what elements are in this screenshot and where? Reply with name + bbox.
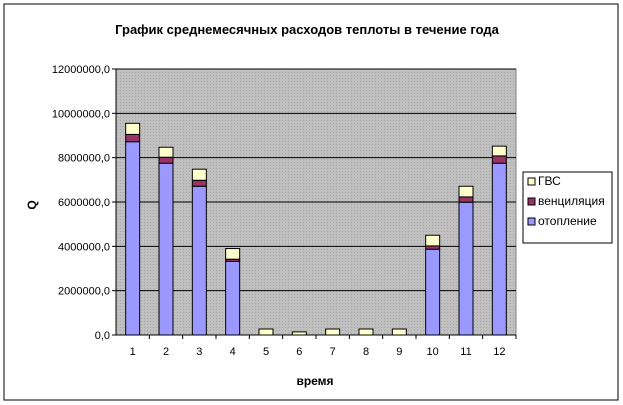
bar-segment-венциляция [125,133,141,143]
x-tick-label: 5 [263,346,269,358]
y-tick-label: 8000000,0 [58,153,110,165]
bar-segment-ГВС [258,328,274,336]
y-tick-label: 2000000,0 [58,286,110,298]
x-tick-label: 10 [427,346,439,358]
legend-swatch [527,217,536,226]
x-tick-label: 6 [296,346,302,358]
legend: ГВС венциляция отопление [522,171,613,244]
x-tick-label: 7 [330,346,336,358]
bar-segment-ГВС [391,328,407,336]
bar-segment-ГВС [225,248,241,260]
bar-segment-ГВС [325,328,341,336]
bar-segment-отопление [425,248,441,336]
chart-title: График среднемесячных расходов теплоты в… [115,22,499,37]
bar-segment-ГВС [158,146,174,158]
bar-segment-ГВС [491,145,507,157]
x-tick-label: 9 [396,346,402,358]
bar-segment-отопление [458,201,474,336]
y-tick-label: 12000000,0 [52,64,110,76]
y-tick-label: 0,0 [95,330,110,342]
x-tick-label: 12 [493,346,505,358]
bar-segment-отопление [125,141,141,336]
x-axis-label: время [296,374,333,388]
bar-segment-отопление [225,260,241,336]
legend-label: отопление [538,214,597,228]
bar-segment-ГВС [291,331,307,336]
legend-swatch [527,197,536,206]
x-tick-label: 8 [363,346,369,358]
legend-label: венциляция [538,194,605,208]
bar-segment-венциляция [458,196,474,203]
legend-label: ГВС [538,174,561,188]
legend-swatch [527,177,536,186]
x-tick-label: 1 [130,346,136,358]
bar-segment-венциляция [158,156,174,164]
bar-segment-ГВС [425,234,441,247]
y-tick-label: 6000000,0 [58,197,110,209]
y-axis-label: Q [25,200,39,209]
x-tick-label: 2 [163,346,169,358]
bar-segment-отопление [158,162,174,336]
y-tick-label: 4000000,0 [58,241,110,253]
bar-segment-ГВС [191,168,207,181]
bar-segment-венциляция [491,155,507,164]
bar-segment-ГВС [125,122,141,135]
x-tick-label: 3 [196,346,202,358]
legend-box [522,171,613,244]
bar-segment-отопление [491,162,507,336]
y-tick-label: 10000000,0 [52,108,110,120]
x-tick-label: 4 [230,346,236,358]
bar-segment-ГВС [458,185,474,198]
bar-segment-отопление [191,185,207,336]
bar-segment-венциляция [191,179,207,187]
bar-segment-ГВС [358,328,374,336]
x-tick-label: 11 [460,346,471,358]
